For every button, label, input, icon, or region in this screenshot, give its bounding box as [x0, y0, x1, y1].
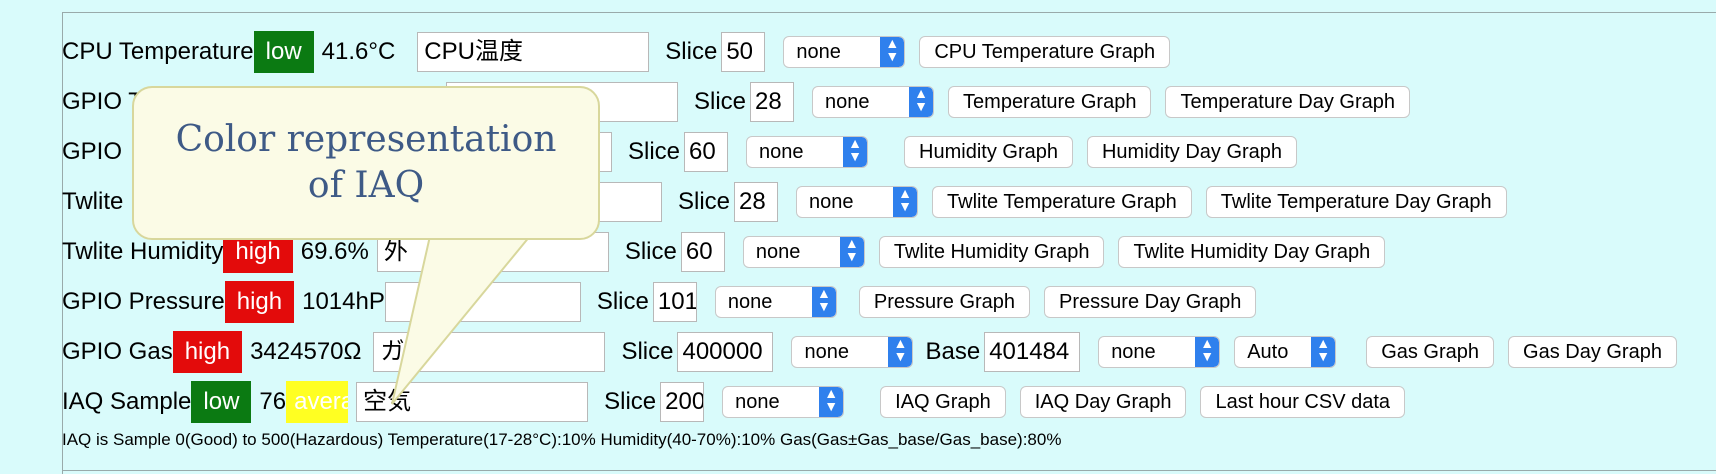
name-input[interactable]	[384, 282, 581, 322]
chevron-updown-icon: ▲ ▼	[1311, 337, 1336, 367]
iaq-day-graph-button[interactable]: IAQ Day Graph	[1019, 386, 1187, 418]
chevron-updown-icon: ▲ ▼	[888, 337, 913, 367]
slice-input[interactable]: 28	[734, 182, 779, 222]
select-value: Auto	[1247, 341, 1289, 363]
callout-text: Color representation of IAQ	[175, 119, 557, 206]
status-badge: high	[172, 331, 243, 373]
slice-label: Slice	[621, 338, 674, 365]
twlite-humidity-day-graph-button[interactable]: Twlite Humidity Day Graph	[1118, 236, 1386, 268]
row-label: Twlite Humidity	[62, 238, 224, 265]
slice-input[interactable]: 200	[660, 382, 705, 422]
slice-input[interactable]: 60	[680, 232, 725, 272]
select-value: none	[809, 191, 854, 213]
panel-left-border	[62, 12, 63, 474]
select-value: none	[804, 341, 849, 363]
row-cpu-temperature: CPU Temperature low 41.6°C CPU温度 Slice 5…	[62, 30, 1171, 74]
humidity-day-graph-button[interactable]: Humidity Day Graph	[1086, 136, 1298, 168]
row-iaq-sample: IAQ Sample low 76 average 空気 Slice 200 n…	[62, 380, 1406, 424]
graph-select[interactable]: none ▲ ▼	[722, 386, 845, 418]
chevron-updown-icon: ▲ ▼	[839, 237, 864, 267]
row-label: CPU Temperature	[62, 38, 254, 65]
status-badge: low	[191, 381, 252, 423]
status-badge: high	[224, 281, 295, 323]
row-label: Twlite	[62, 188, 124, 215]
slice-input[interactable]: 400000	[677, 332, 774, 372]
chevron-updown-icon: ▲ ▼	[843, 137, 868, 167]
panel-bottom-border	[62, 470, 1716, 471]
row-value: 41.6°C	[321, 38, 396, 65]
name-input[interactable]: 空気	[356, 382, 589, 422]
row-label: IAQ Sample	[62, 388, 192, 415]
row-value: 1014hP	[302, 288, 385, 315]
slice-input[interactable]: 50	[721, 32, 766, 72]
slice-label: Slice	[678, 188, 731, 215]
status-badge: low	[253, 31, 314, 73]
temperature-graph-button[interactable]: Temperature Graph	[948, 86, 1152, 118]
iaq-level-badge: average	[286, 381, 349, 423]
row-label: GPIO T	[62, 88, 143, 115]
iaq-description: IAQ is Sample 0(Good) to 500(Hazardous) …	[62, 430, 1062, 449]
slice-label: Slice	[665, 38, 718, 65]
graph-select[interactable]: none ▲ ▼	[742, 236, 865, 268]
select-value: none	[825, 91, 870, 113]
temperature-day-graph-button[interactable]: Temperature Day Graph	[1165, 86, 1410, 118]
graph-select[interactable]: none ▲ ▼	[812, 86, 935, 118]
chevron-updown-icon: ▲ ▼	[819, 387, 844, 417]
slice-label: Slice	[596, 288, 649, 315]
slice-input[interactable]: 60	[684, 132, 729, 172]
panel-top-border	[62, 12, 1716, 13]
slice-label: Slice	[694, 88, 747, 115]
row-gpio-gas: GPIO Gas high 3424570Ω ガス Slice 400000 n…	[62, 330, 1677, 374]
pressure-day-graph-button[interactable]: Pressure Day Graph	[1044, 286, 1257, 318]
row-label: GPIO Pressure	[62, 288, 225, 315]
auto-select[interactable]: Auto ▲ ▼	[1234, 336, 1337, 368]
cpu-temperature-graph-button[interactable]: CPU Temperature Graph	[919, 36, 1171, 68]
twlite-temperature-day-graph-button[interactable]: Twlite Temperature Day Graph	[1205, 186, 1507, 218]
row-value: 69.6%	[300, 238, 369, 265]
last-hour-csv-button[interactable]: Last hour CSV data	[1200, 386, 1406, 418]
humidity-graph-button[interactable]: Humidity Graph	[904, 136, 1073, 168]
base-select[interactable]: none ▲ ▼	[1098, 336, 1221, 368]
iaq-graph-button[interactable]: IAQ Graph	[880, 386, 1006, 418]
chevron-updown-icon: ▲ ▼	[811, 287, 836, 317]
chevron-updown-icon: ▲ ▼	[1195, 337, 1220, 367]
callout-annotation: Color representation of IAQ	[132, 86, 600, 240]
row-label: GPIO	[62, 138, 123, 165]
pressure-graph-button[interactable]: Pressure Graph	[858, 286, 1031, 318]
select-value: none	[755, 241, 801, 263]
graph-select[interactable]: none ▲ ▼	[746, 136, 869, 168]
graph-select[interactable]: none ▲ ▼	[791, 336, 914, 368]
row-label: GPIO Gas	[62, 338, 173, 365]
graph-select[interactable]: none ▲ ▼	[714, 286, 837, 318]
name-input[interactable]: CPU温度	[417, 32, 650, 72]
slice-input[interactable]: 28	[750, 82, 795, 122]
select-value: none	[759, 141, 804, 163]
select-value: none	[735, 391, 780, 413]
row-gpio-pressure: GPIO Pressure high 1014hP Slice 101 none…	[62, 280, 1257, 324]
graph-select[interactable]: none ▲ ▼	[783, 36, 906, 68]
chevron-updown-icon: ▲ ▼	[909, 87, 934, 117]
graph-select[interactable]: none ▲ ▼	[796, 186, 919, 218]
base-input[interactable]: 401484	[984, 332, 1081, 372]
gas-graph-button[interactable]: Gas Graph	[1366, 336, 1495, 368]
slice-label: Slice	[624, 238, 677, 265]
gas-day-graph-button[interactable]: Gas Day Graph	[1508, 336, 1677, 368]
base-label: Base	[925, 338, 981, 365]
select-value: none	[1111, 341, 1156, 363]
chevron-updown-icon: ▲ ▼	[893, 187, 918, 217]
slice-label: Slice	[604, 388, 657, 415]
select-value: none	[727, 291, 773, 313]
select-value: none	[796, 41, 841, 63]
name-input[interactable]: ガス	[373, 332, 606, 372]
twlite-temperature-graph-button[interactable]: Twlite Temperature Graph	[932, 186, 1192, 218]
slice-input[interactable]: 101	[652, 282, 697, 322]
slice-label: Slice	[628, 138, 681, 165]
twlite-humidity-graph-button[interactable]: Twlite Humidity Graph	[878, 236, 1105, 268]
chevron-updown-icon: ▲ ▼	[880, 37, 905, 67]
row-value: 3424570Ω	[250, 338, 362, 365]
row-value: 76	[259, 388, 287, 415]
